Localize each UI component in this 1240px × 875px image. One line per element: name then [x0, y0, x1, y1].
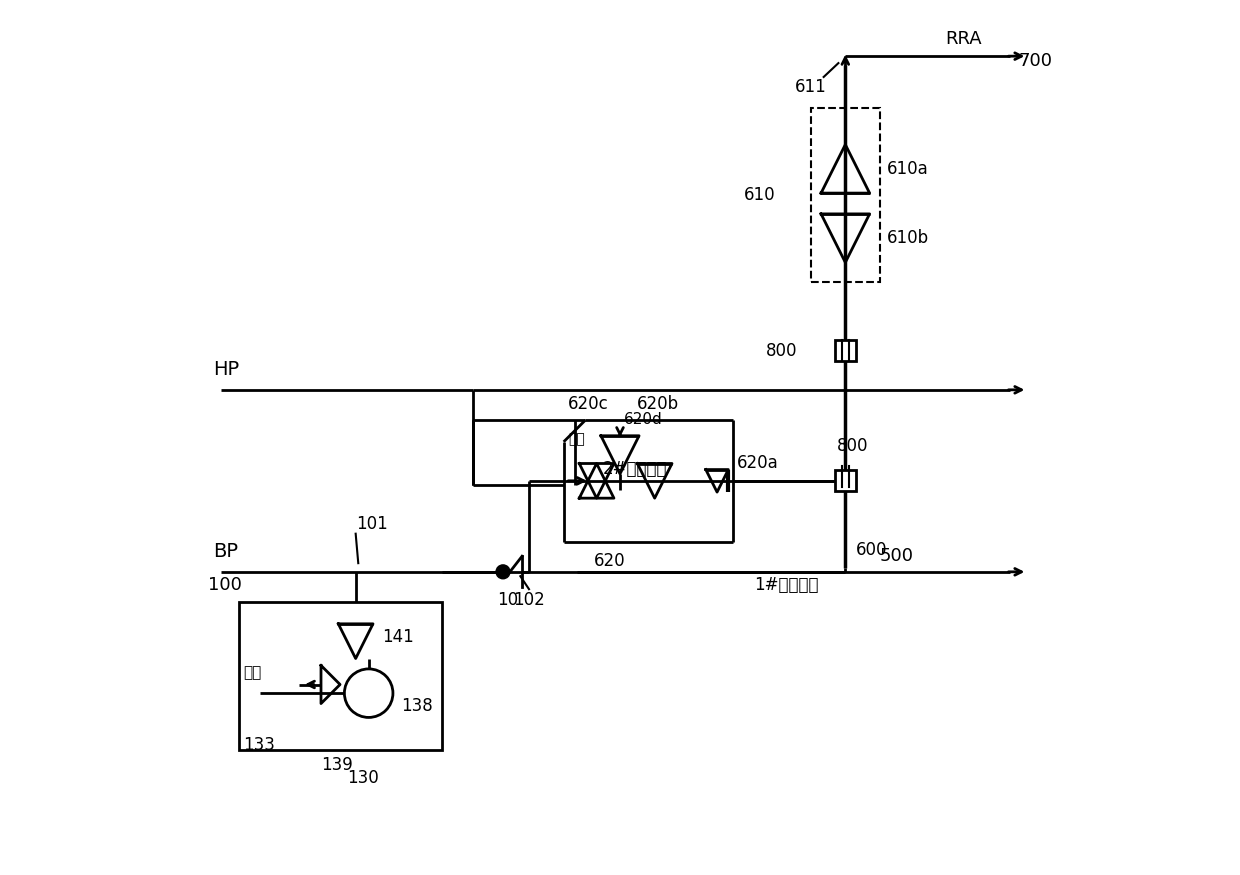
Text: 700: 700: [1019, 52, 1053, 69]
Text: 610a: 610a: [887, 160, 929, 178]
Text: 10: 10: [497, 591, 518, 609]
Text: 101: 101: [356, 514, 387, 533]
Text: 800: 800: [766, 342, 797, 360]
Text: 100: 100: [208, 576, 242, 594]
Text: 610: 610: [744, 186, 776, 204]
Bar: [238, 602, 443, 750]
Text: RRA: RRA: [945, 30, 982, 47]
Text: 133: 133: [243, 737, 275, 754]
Bar: [811, 108, 880, 282]
Text: 620b: 620b: [637, 396, 680, 413]
Text: HP: HP: [213, 360, 239, 380]
Bar: [835, 340, 856, 361]
Text: 102: 102: [513, 591, 544, 609]
Text: 500: 500: [880, 547, 914, 565]
Bar: [835, 471, 856, 491]
Text: 620a: 620a: [737, 454, 779, 472]
Text: 130: 130: [347, 768, 378, 787]
Text: 611: 611: [795, 78, 827, 96]
Text: 泄压: 泄压: [568, 432, 585, 446]
Text: 620d: 620d: [624, 412, 663, 427]
Text: 600: 600: [856, 541, 888, 559]
Text: 141: 141: [382, 628, 413, 646]
Text: 139: 139: [321, 756, 352, 774]
Text: 620c: 620c: [568, 396, 609, 413]
Text: 620: 620: [594, 552, 626, 570]
Text: 800: 800: [837, 437, 868, 455]
Text: BP: BP: [213, 542, 238, 562]
Text: 138: 138: [402, 697, 433, 715]
Circle shape: [496, 565, 510, 578]
Text: 610b: 610b: [887, 229, 929, 247]
Text: 1#环路热段: 1#环路热段: [754, 576, 818, 594]
Text: 泄压: 泄压: [243, 665, 262, 680]
Text: 2#环路热段: 2#环路热段: [603, 460, 667, 479]
